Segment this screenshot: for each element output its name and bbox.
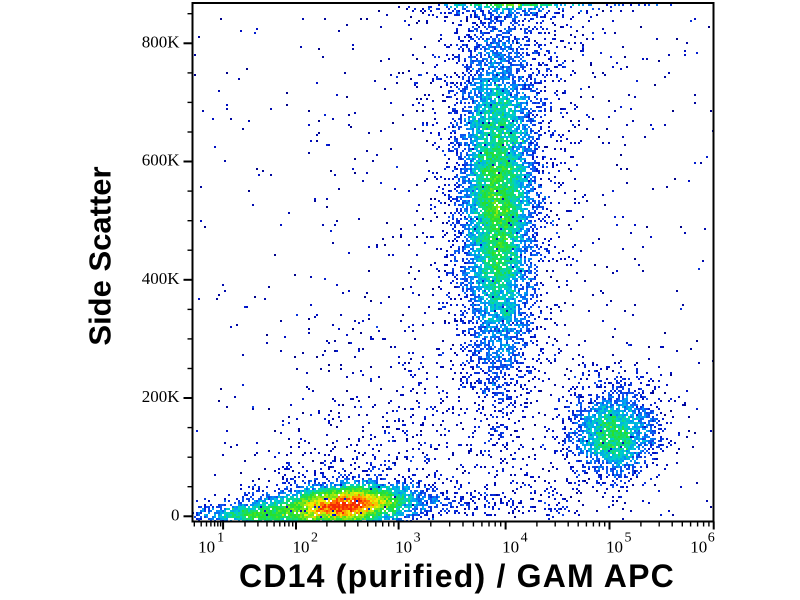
svg-text:400K: 400K xyxy=(142,269,181,288)
svg-text:10: 10 xyxy=(293,537,310,556)
svg-text:1: 1 xyxy=(217,530,224,545)
svg-text:6: 6 xyxy=(708,530,715,545)
svg-text:10: 10 xyxy=(690,537,707,556)
svg-text:200K: 200K xyxy=(142,387,181,406)
svg-text:10: 10 xyxy=(606,537,623,556)
svg-text:Side Scatter: Side Scatter xyxy=(83,166,118,345)
svg-text:3: 3 xyxy=(414,530,421,545)
svg-text:10: 10 xyxy=(198,537,215,556)
svg-text:0: 0 xyxy=(171,506,180,525)
svg-text:CD14 (purified) / GAM APC: CD14 (purified) / GAM APC xyxy=(239,558,675,594)
svg-text:4: 4 xyxy=(521,530,528,545)
svg-text:800K: 800K xyxy=(142,33,181,52)
svg-text:10: 10 xyxy=(395,537,412,556)
svg-text:5: 5 xyxy=(625,530,632,545)
svg-text:10: 10 xyxy=(502,537,519,556)
svg-text:600K: 600K xyxy=(142,151,181,170)
svg-text:2: 2 xyxy=(311,530,318,545)
